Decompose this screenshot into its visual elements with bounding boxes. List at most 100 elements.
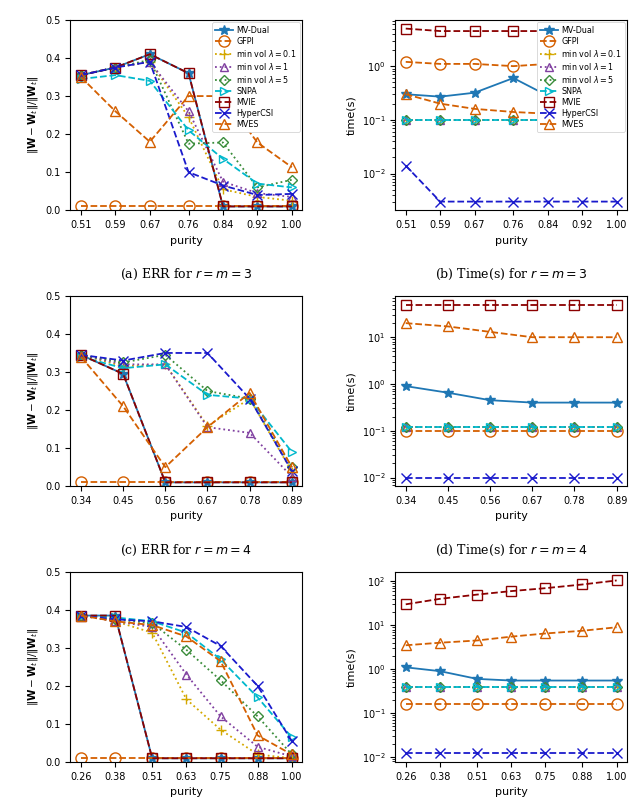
min vol $\lambda = 1$ [253,188,261,198]
MV-Dual [613,398,621,408]
MVIE [508,587,515,596]
SNPA [77,352,84,361]
SNPA [579,681,586,691]
GFPI [217,753,225,763]
HyperCSI [436,197,444,207]
GFPI [529,426,536,436]
SNPA [508,681,515,691]
MVES [402,89,410,99]
SNPA [529,422,536,432]
min vol $\lambda = 5$ [77,70,84,80]
min vol $\lambda = 1$ [436,115,444,124]
MVES [219,91,227,101]
HyperCSI [579,197,586,207]
MV-Dual [444,388,452,397]
HyperCSI [111,614,119,624]
min vol $\lambda = 0.1$ [148,628,156,638]
min vol $\lambda = 1$ [471,115,479,124]
MVIE [288,202,296,211]
min vol $\lambda = 0.1$ [613,115,621,124]
Line: min vol $\lambda = 0.1$: min vol $\lambda = 0.1$ [401,115,621,124]
MVIE [246,477,253,487]
SNPA [613,681,621,691]
X-axis label: purity: purity [495,512,527,521]
Line: min vol $\lambda = 1$: min vol $\lambda = 1$ [77,350,296,481]
min vol $\lambda = 1$ [486,422,494,432]
Line: GFPI: GFPI [400,698,622,709]
MVIE [254,753,262,763]
MVES [146,137,154,147]
min vol $\lambda = 1$ [185,106,193,116]
SNPA [613,422,621,432]
MV-Dual [246,477,253,487]
MVIE [471,26,479,36]
SNPA [579,115,586,124]
MVIE [219,202,227,211]
min vol $\lambda = 1$ [288,472,296,481]
GFPI [288,477,296,487]
MVIE [473,590,481,599]
Line: GFPI: GFPI [400,425,622,437]
HyperCSI [148,617,156,626]
MV-Dual [486,396,494,405]
GFPI [219,202,227,211]
HyperCSI [579,749,586,758]
SNPA [288,733,296,742]
min vol $\lambda = 5$ [508,681,515,691]
GFPI [77,202,84,211]
min vol $\lambda = 0.1$ [77,610,84,620]
GFPI [254,753,262,763]
MV-Dual [146,49,154,59]
HyperCSI [111,63,119,73]
HyperCSI [613,749,621,758]
MV-Dual [77,350,84,360]
MVES [473,636,481,646]
MVES [613,333,621,342]
Text: (c) ERR for $r = m = 4$: (c) ERR for $r = m = 4$ [120,543,252,559]
min vol $\lambda = 5$ [402,115,410,124]
SNPA [161,360,169,369]
Line: HyperCSI: HyperCSI [76,610,297,746]
GFPI [253,202,261,211]
MV-Dual [288,753,296,763]
SNPA [219,154,227,164]
HyperCSI [541,749,549,758]
Line: GFPI: GFPI [76,201,298,212]
min vol $\lambda = 5$ [402,681,410,691]
HyperCSI [529,472,536,482]
MVIE [77,610,84,620]
min vol $\lambda = 1$ [288,192,296,202]
MV-Dual [579,89,586,99]
HyperCSI [77,610,84,620]
X-axis label: purity: purity [170,788,203,797]
min vol $\lambda = 5$ [111,63,119,73]
HyperCSI [402,472,410,482]
min vol $\lambda = 5$ [111,614,119,624]
min vol $\lambda = 5$ [473,681,481,691]
HyperCSI [185,168,193,177]
MVIE [288,753,296,763]
MVES [579,109,586,118]
MV-Dual [111,63,119,73]
min vol $\lambda = 1$ [613,115,621,124]
Line: min vol $\lambda = 1$: min vol $\lambda = 1$ [401,682,621,691]
MVIE [579,579,586,589]
HyperCSI [253,190,261,200]
MVES [541,629,549,638]
MV-Dual [182,753,190,763]
min vol $\lambda = 0.1$ [529,422,536,432]
min vol $\lambda = 1$ [571,422,579,432]
SNPA [402,115,410,124]
X-axis label: purity: purity [495,235,527,246]
Legend: MV-Dual, GFPI, min vol $\lambda = 0.1$, min vol $\lambda = 1$, min vol $\lambda : MV-Dual, GFPI, min vol $\lambda = 0.1$, … [212,22,300,132]
MVES [111,106,119,116]
Line: min vol $\lambda = 0.1$: min vol $\lambda = 0.1$ [76,610,297,763]
min vol $\lambda = 5$ [204,386,211,396]
Line: min vol $\lambda = 1$: min vol $\lambda = 1$ [77,57,296,201]
HyperCSI [204,348,211,358]
HyperCSI [571,472,579,482]
HyperCSI [508,749,515,758]
min vol $\lambda = 1$ [444,422,452,432]
Line: SNPA: SNPA [77,71,296,192]
SNPA [473,681,481,691]
